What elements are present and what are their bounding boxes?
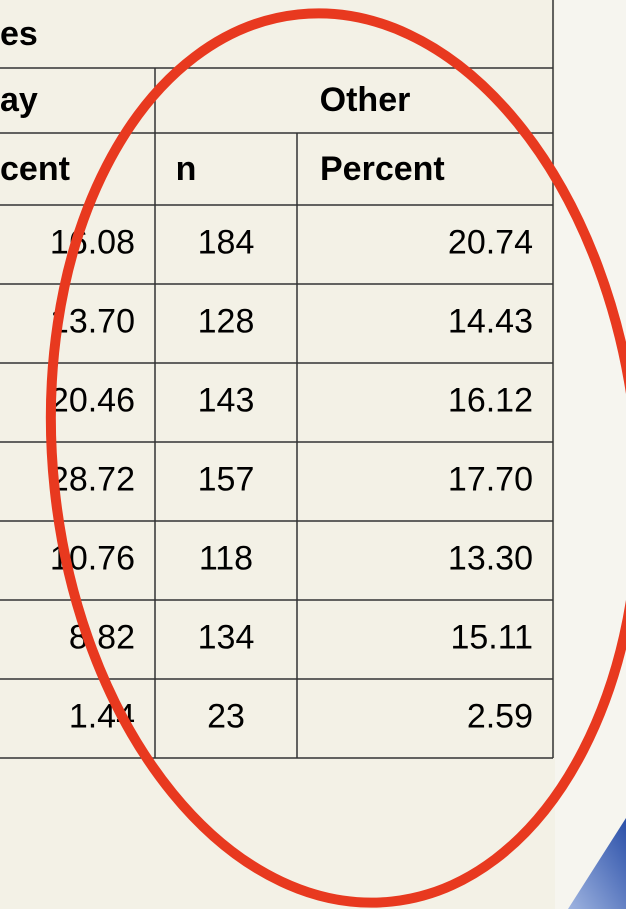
side-strip [555,0,626,909]
cell: 15.11 [450,618,533,656]
cell: 13.30 [448,539,533,577]
group-header: ay [0,81,38,119]
corner-triangle [568,818,626,909]
group-header: Other [320,81,411,119]
cell: 118 [199,539,253,577]
cell: 23 [207,697,245,735]
column-header: Percent [320,150,445,188]
cell: 157 [198,460,255,498]
cell: 28.72 [50,460,135,498]
cell: 134 [198,618,255,656]
header-title: es [0,15,38,53]
cell: 16.12 [448,381,533,419]
cell: 17.70 [448,460,533,498]
cell: 2.59 [467,697,533,735]
column-header: cent [0,150,70,188]
column-header: n [176,150,197,188]
cell: 184 [198,223,255,261]
table: es ay Other cent n Percent 16.08 184 20.74… [0,0,554,759]
cell: 20.46 [50,381,135,419]
highlight-ellipse [45,8,626,908]
cell: 20.74 [448,223,533,261]
cell: 16.08 [50,223,135,261]
cell: 14.43 [448,302,533,340]
cell: 143 [198,381,255,419]
cell: 128 [198,302,255,340]
